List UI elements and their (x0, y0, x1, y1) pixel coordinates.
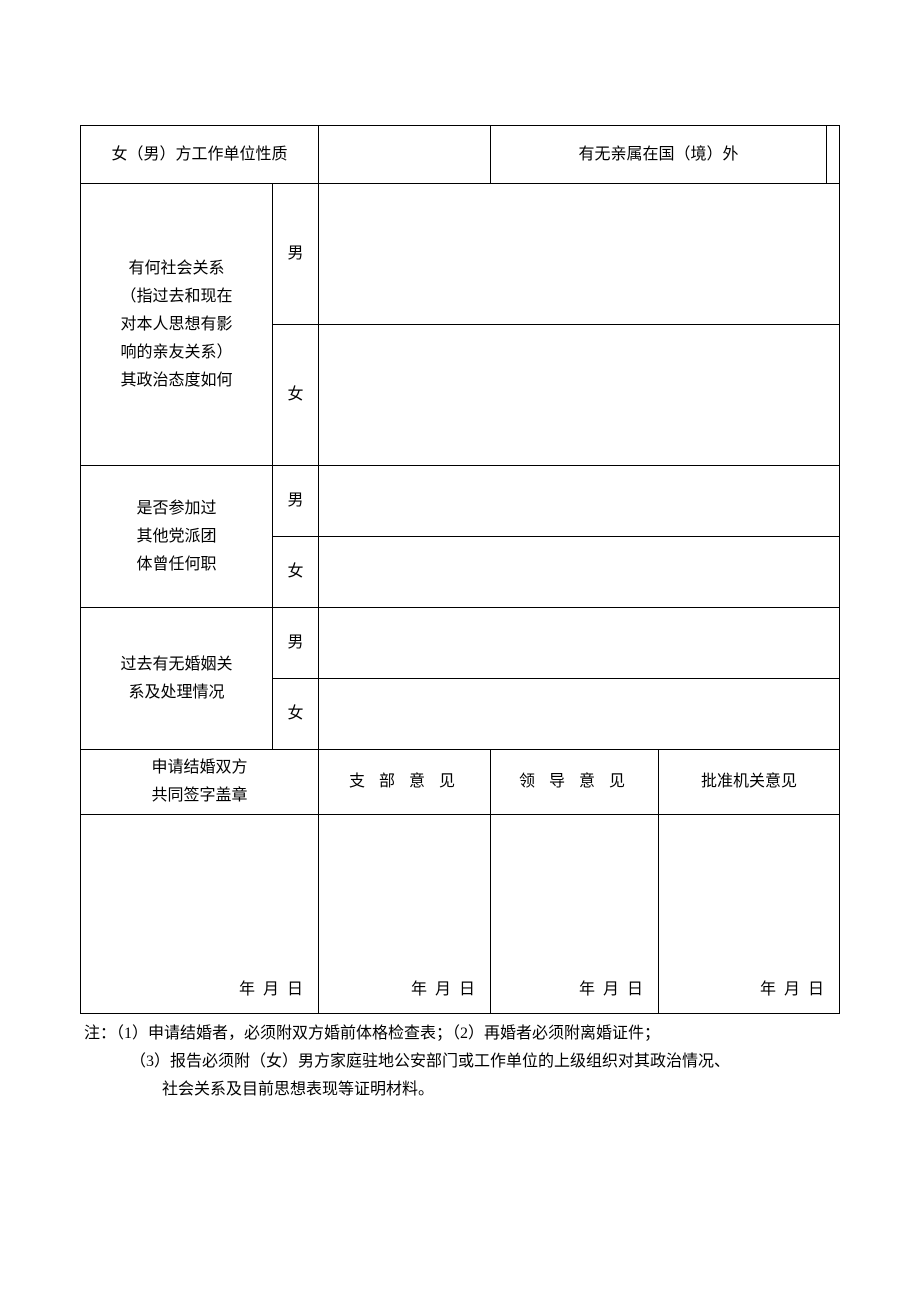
applicant-signature-label: 申请结婚双方 共同签字盖章 (81, 750, 319, 815)
notes-section: 注：（1）申请结婚者，必须附双方婚前体格检查表；（2）再婚者必须附离婚证件； （… (80, 1020, 840, 1104)
party-female-label: 女 (273, 537, 319, 608)
date-field: 年 月 日 (760, 981, 826, 998)
leader-opinion-area[interactable]: 年 月 日 (491, 815, 659, 1014)
approval-opinion-area[interactable]: 年 月 日 (659, 815, 840, 1014)
date-field: 年 月 日 (239, 981, 305, 998)
social-female-value[interactable] (319, 325, 840, 466)
note-line-2: （3）报告必须附（女）男方家庭驻地公安部门或工作单位的上级组织对其政治情况、 (84, 1048, 840, 1076)
social-male-value[interactable] (319, 184, 840, 325)
social-relations-label: 有何社会关系 （指过去和现在 对本人思想有影 响的亲友关系） 其政治态度如何 (81, 184, 273, 466)
approval-opinion-label: 批准机关意见 (659, 750, 840, 815)
leader-opinion-label: 领 导 意 见 (491, 750, 659, 815)
party-male-label: 男 (273, 466, 319, 537)
party-label: 是否参加过 其他党派团 体曾任何职 (81, 466, 273, 608)
social-female-label: 女 (273, 325, 319, 466)
applicant-signature-area[interactable]: 年 月 日 (81, 815, 319, 1014)
form-table: 女（男）方工作单位性质 有无亲属在国（境）外 有何社会关系 （指过去和现在 对本… (80, 125, 840, 1014)
date-field: 年 月 日 (411, 981, 477, 998)
work-unit-value[interactable] (319, 126, 491, 184)
marriage-male-label: 男 (273, 608, 319, 679)
note-line-3: 社会关系及目前思想表现等证明材料。 (84, 1076, 840, 1104)
past-marriage-label: 过去有无婚姻关 系及处理情况 (81, 608, 273, 750)
branch-opinion-label: 支 部 意 见 (319, 750, 491, 815)
date-field: 年 月 日 (579, 981, 645, 998)
branch-opinion-area[interactable]: 年 月 日 (319, 815, 491, 1014)
marriage-female-value[interactable] (319, 679, 840, 750)
marriage-male-value[interactable] (319, 608, 840, 679)
work-unit-label: 女（男）方工作单位性质 (81, 126, 319, 184)
party-male-value[interactable] (319, 466, 840, 537)
party-female-value[interactable] (319, 537, 840, 608)
relatives-abroad-label: 有无亲属在国（境）外 (491, 126, 827, 184)
relatives-abroad-value[interactable] (827, 126, 840, 184)
form-page: 女（男）方工作单位性质 有无亲属在国（境）外 有何社会关系 （指过去和现在 对本… (0, 0, 920, 1104)
social-male-label: 男 (273, 184, 319, 325)
marriage-female-label: 女 (273, 679, 319, 750)
note-line-1: 注：（1）申请结婚者，必须附双方婚前体格检查表；（2）再婚者必须附离婚证件； (84, 1020, 840, 1048)
